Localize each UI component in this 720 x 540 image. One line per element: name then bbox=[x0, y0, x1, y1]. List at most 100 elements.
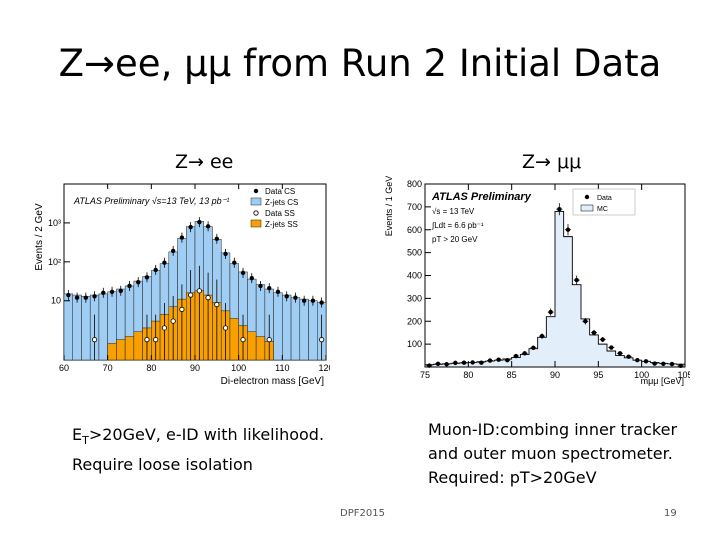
data-point bbox=[635, 357, 640, 363]
data-point bbox=[487, 358, 493, 363]
x-tick-label: 85 bbox=[507, 370, 517, 380]
right-chart: Events / 1 GeV 75 80 85 90 95 100 105 100 200 300… bbox=[384, 176, 690, 386]
chart-annotation: ATLAS Preliminary √s=13 TeV, 13 pb⁻¹ bbox=[73, 196, 229, 206]
muon-selection-text: Muon-ID:combing inner tracker and outer … bbox=[428, 418, 700, 490]
x-tick-label: 95 bbox=[593, 370, 603, 380]
data-point-ss bbox=[188, 292, 194, 298]
data-point-cs bbox=[101, 290, 106, 295]
data-point bbox=[574, 277, 579, 283]
data-point-cs bbox=[109, 289, 115, 294]
data-point bbox=[435, 361, 441, 366]
legend-label: Z-jets CS bbox=[265, 198, 298, 207]
x-tick-label: 70 bbox=[103, 363, 113, 373]
y-tick-label: 600 bbox=[407, 225, 422, 235]
data-point-cs bbox=[310, 298, 316, 303]
data-point-ss bbox=[222, 325, 229, 331]
bar-z-jets-cs bbox=[72, 294, 82, 361]
data-point bbox=[669, 361, 675, 367]
data-point-ss bbox=[144, 337, 150, 343]
bar-z-jets-cs bbox=[273, 292, 283, 361]
data-point-ss bbox=[205, 295, 211, 301]
data-point-ss bbox=[91, 337, 98, 343]
data-point bbox=[591, 330, 597, 335]
bar-z-jets-ss bbox=[116, 339, 126, 361]
legend: Data MC bbox=[572, 188, 636, 216]
title-rest: ee, μμ from Run 2 Initial Data bbox=[115, 42, 662, 85]
data-point-cs bbox=[319, 300, 324, 305]
bar-z-jets-cs bbox=[290, 297, 301, 361]
data-point bbox=[617, 351, 623, 356]
data-point bbox=[461, 360, 467, 365]
data-point bbox=[661, 361, 666, 366]
x-tick-label: 105 bbox=[677, 370, 690, 380]
bar-z-jets-cs bbox=[98, 293, 108, 361]
y-tick-label: 300 bbox=[407, 293, 422, 303]
data-point bbox=[522, 351, 527, 356]
data-point bbox=[652, 361, 657, 366]
legend-marker bbox=[253, 210, 259, 216]
data-point-cs bbox=[144, 275, 150, 280]
data-point-cs bbox=[284, 294, 289, 299]
muon-line2: and outer muon spectrometer. bbox=[428, 444, 673, 463]
bar-z-jets-cs bbox=[282, 294, 292, 361]
data-point-cs bbox=[118, 288, 123, 294]
bar-z-jets-ss bbox=[255, 336, 266, 361]
data-point bbox=[470, 360, 475, 365]
data-point-cs bbox=[92, 294, 97, 299]
bar-z-jets-cs bbox=[81, 296, 91, 361]
data-point bbox=[453, 360, 458, 366]
annotation-line: √s = 13 TeV bbox=[432, 207, 475, 216]
data-point bbox=[444, 362, 449, 367]
data-point bbox=[678, 363, 683, 369]
data-point-cs bbox=[74, 295, 80, 300]
data-point bbox=[548, 309, 553, 315]
x-tick-label: 80 bbox=[146, 363, 156, 373]
y-tick-label: 10² bbox=[48, 257, 61, 267]
x-tick-label: 100 bbox=[634, 370, 649, 380]
annotation-line: ∫Ldt = 6.6 pb⁻¹ bbox=[431, 221, 484, 230]
bar-z-jets-cs bbox=[63, 293, 73, 361]
x-tick-label: 80 bbox=[463, 370, 473, 380]
data-point-ss bbox=[240, 337, 246, 343]
footer-conference: DPF2015 bbox=[340, 508, 385, 519]
data-point-ss bbox=[179, 306, 185, 312]
data-point bbox=[479, 360, 484, 365]
data-point-cs bbox=[83, 295, 89, 300]
legend-marker bbox=[584, 194, 590, 200]
data-point-cs bbox=[66, 292, 71, 298]
data-point bbox=[643, 359, 649, 364]
bar-z-jets-ss bbox=[133, 331, 143, 361]
data-point bbox=[626, 354, 631, 359]
data-point bbox=[539, 333, 545, 339]
x-tick-label: 100 bbox=[231, 363, 246, 373]
data-point bbox=[496, 357, 501, 362]
y-axis-label: Events / 1 GeV bbox=[384, 176, 394, 236]
data-point-cs bbox=[240, 270, 246, 276]
data-point-cs bbox=[170, 248, 176, 254]
y-axis-label: Events / 2 GeV bbox=[34, 203, 45, 271]
data-point-ss bbox=[266, 337, 272, 343]
point-layer bbox=[426, 203, 684, 369]
data-point-cs bbox=[301, 298, 307, 303]
y-tick-label: 200 bbox=[407, 316, 422, 326]
slide-title: Z→ee, μμ from Run 2 Initial Data bbox=[0, 42, 720, 85]
bar-z-jets-ss bbox=[247, 331, 257, 361]
x-tick-label: 75 bbox=[420, 370, 430, 380]
et-subscript: T bbox=[82, 434, 89, 448]
muon-line1: Muon-ID:combing inner tracker bbox=[428, 420, 678, 439]
legend-swatch bbox=[580, 204, 594, 212]
data-point-cs bbox=[223, 251, 228, 257]
data-point-cs bbox=[205, 224, 211, 229]
x-tick-label: 90 bbox=[550, 370, 560, 380]
title-prefix: Z bbox=[58, 42, 85, 85]
data-point bbox=[531, 345, 536, 350]
data-point-cs bbox=[293, 295, 298, 300]
x-tick-label: 110 bbox=[275, 363, 289, 373]
data-point-ss bbox=[161, 325, 168, 331]
data-point-cs bbox=[188, 224, 193, 230]
electron-selection-text: ET>20GeV, e-ID with likelihood. Require … bbox=[72, 423, 352, 477]
data-point-cs bbox=[232, 260, 237, 265]
data-point-ss bbox=[214, 301, 220, 308]
data-point bbox=[583, 319, 588, 324]
legend-label: Data CS bbox=[265, 187, 295, 196]
